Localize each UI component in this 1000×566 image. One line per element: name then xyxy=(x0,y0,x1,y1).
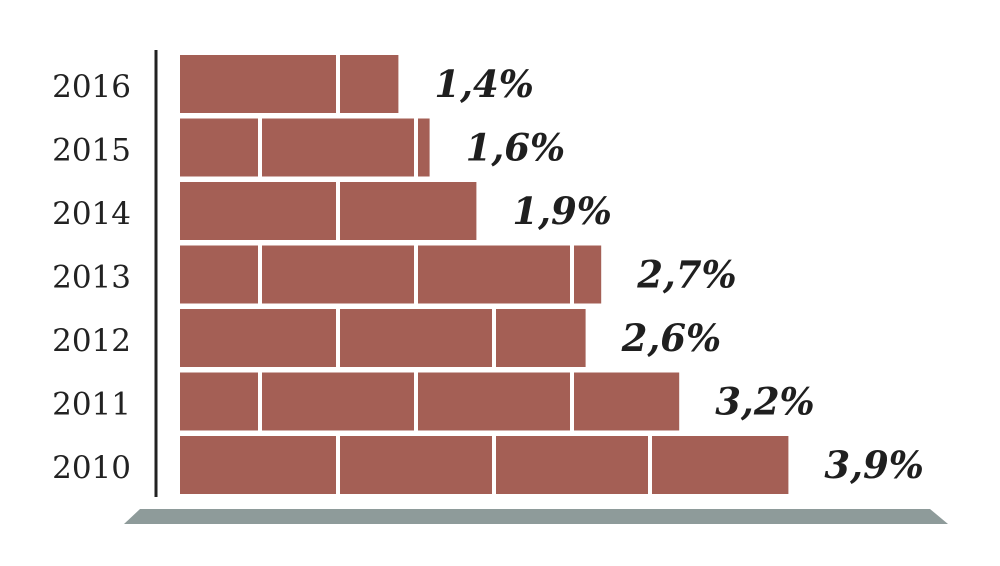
value-label-2011: 3,2% xyxy=(715,380,815,424)
brick-2014-2 xyxy=(340,182,477,240)
brick-2012-3 xyxy=(496,309,586,367)
brick-2016-2 xyxy=(340,55,399,113)
brick-2010-4 xyxy=(652,436,789,494)
brick-2012-1 xyxy=(180,309,336,367)
brick-2010-3 xyxy=(496,436,648,494)
bar-2011: 2011 3,2% xyxy=(52,372,815,431)
bar-rows: 2016 1,4% 2015 1,6% 2014 1,9% 2013 2,7% 2012 2,6%… xyxy=(52,55,924,494)
bar-2014: 2014 1,9% xyxy=(52,182,612,240)
brick-2013-3 xyxy=(418,245,570,304)
bar-2012: 2012 2,6% xyxy=(52,309,721,367)
bar-2016: 2016 1,4% xyxy=(52,55,534,113)
brick-2012-2 xyxy=(340,309,492,367)
brick-2014-1 xyxy=(180,182,336,240)
year-label-2013: 2013 xyxy=(52,260,131,296)
value-label-2010: 3,9% xyxy=(824,443,924,487)
brick-2013-1 xyxy=(180,245,258,304)
brick-2011-1 xyxy=(180,372,258,431)
brick-2013-4 xyxy=(574,245,602,304)
value-label-2014: 1,9% xyxy=(512,189,612,233)
brick-2015-1 xyxy=(180,118,258,177)
ground-base xyxy=(124,509,948,524)
bar-2015: 2015 1,6% xyxy=(52,118,566,177)
brick-2011-4 xyxy=(574,372,680,431)
year-label-2016: 2016 xyxy=(52,69,131,105)
brick-2010-1 xyxy=(180,436,336,494)
bar-2013: 2013 2,7% xyxy=(52,245,737,304)
year-label-2012: 2012 xyxy=(52,323,131,359)
brick-2013-2 xyxy=(262,245,414,304)
brick-2011-2 xyxy=(262,372,414,431)
year-label-2015: 2015 xyxy=(52,133,131,169)
bar-2010: 2010 3,9% xyxy=(52,436,924,494)
value-label-2012: 2,6% xyxy=(621,316,722,360)
brick-2010-2 xyxy=(340,436,492,494)
year-label-2010: 2010 xyxy=(52,450,131,486)
value-label-2016: 1,4% xyxy=(434,62,534,106)
year-label-2014: 2014 xyxy=(52,196,131,232)
value-label-2013: 2,7% xyxy=(636,253,737,297)
value-label-2015: 1,6% xyxy=(466,126,566,170)
brick-2015-2 xyxy=(262,118,414,177)
brick-2011-3 xyxy=(418,372,570,431)
brick-2016-1 xyxy=(180,55,336,113)
brick-2015-3 xyxy=(418,118,430,177)
year-label-2011: 2011 xyxy=(52,387,131,423)
